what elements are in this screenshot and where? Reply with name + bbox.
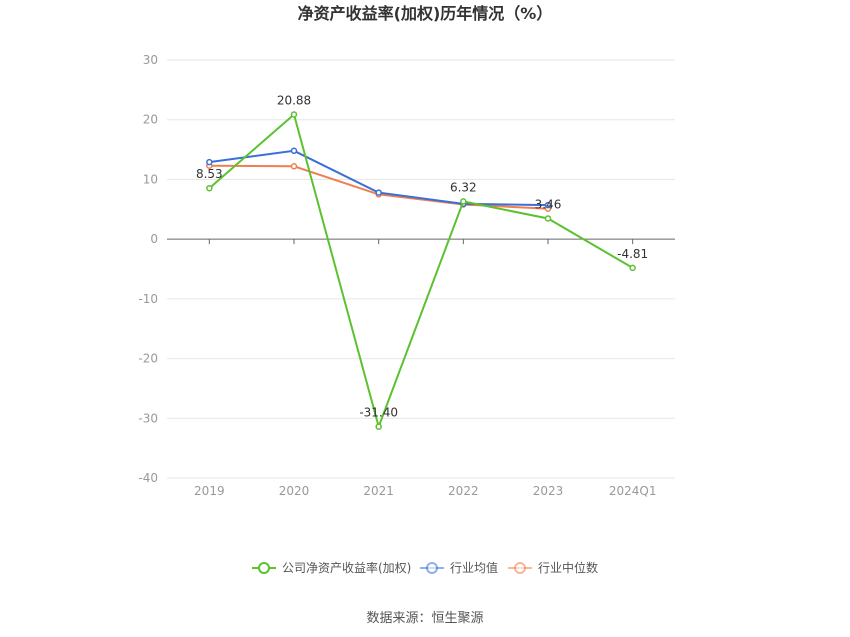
data-point	[544, 201, 552, 209]
data-point	[206, 158, 213, 166]
series-line	[208, 112, 634, 430]
data-label: 6.32	[450, 180, 477, 194]
gridlines	[167, 59, 675, 479]
y-axis-ticks: 30 20 10 0 -10 -20 -30 -40	[138, 53, 158, 485]
legend-label: 行业中位数	[538, 560, 598, 575]
data-label: 3.46	[535, 197, 562, 211]
data-label: -4.81	[617, 247, 648, 261]
series-group: 8.53 20.88 -31.40 6.32 3.46 -4.81	[196, 93, 648, 430]
data-point	[290, 111, 298, 118]
data-label: 20.88	[277, 93, 311, 107]
data-label: -31.40	[359, 406, 398, 420]
x-tick-label: 2023	[533, 484, 564, 498]
legend: 公司净资产收益率(加权) 行业均值 行业中位数	[252, 560, 598, 575]
y-tick-label: -30	[138, 411, 158, 425]
data-label: 8.53	[196, 167, 223, 181]
x-tick-label: 2021	[363, 484, 394, 498]
source-note: 数据来源：恒生聚源	[366, 611, 483, 626]
y-tick-label: 10	[143, 172, 158, 186]
x-axis: 2019 2020 2021 2022 2023 2024Q1	[167, 238, 675, 498]
data-point	[629, 264, 636, 272]
y-tick-label: 20	[143, 113, 158, 127]
data-point	[206, 184, 213, 192]
chart-title: 净资产收益率(加权)历年情况（%）	[298, 4, 553, 23]
x-tick-label: 2024Q1	[609, 484, 657, 498]
legend-swatch-marker	[258, 562, 270, 574]
y-tick-label: -20	[138, 352, 158, 366]
series-line	[209, 164, 549, 210]
x-tick-label: 2020	[279, 484, 310, 498]
data-point	[375, 189, 382, 196]
y-tick-label: 0	[150, 232, 158, 246]
legend-label: 公司净资产收益率(加权)	[282, 560, 411, 575]
legend-label: 行业均值	[450, 560, 498, 575]
data-point	[460, 198, 467, 205]
x-tick-label: 2022	[448, 484, 479, 498]
y-tick-label: -40	[138, 471, 158, 485]
y-tick-label: -10	[138, 292, 158, 306]
data-point	[375, 423, 382, 430]
data-point	[544, 215, 552, 222]
x-tick-label: 2019	[194, 484, 225, 498]
data-point	[290, 163, 298, 170]
data-point	[290, 147, 298, 155]
legend-swatch-marker	[514, 562, 526, 574]
legend-swatch-marker	[426, 562, 438, 574]
y-tick-label: 30	[143, 53, 158, 67]
